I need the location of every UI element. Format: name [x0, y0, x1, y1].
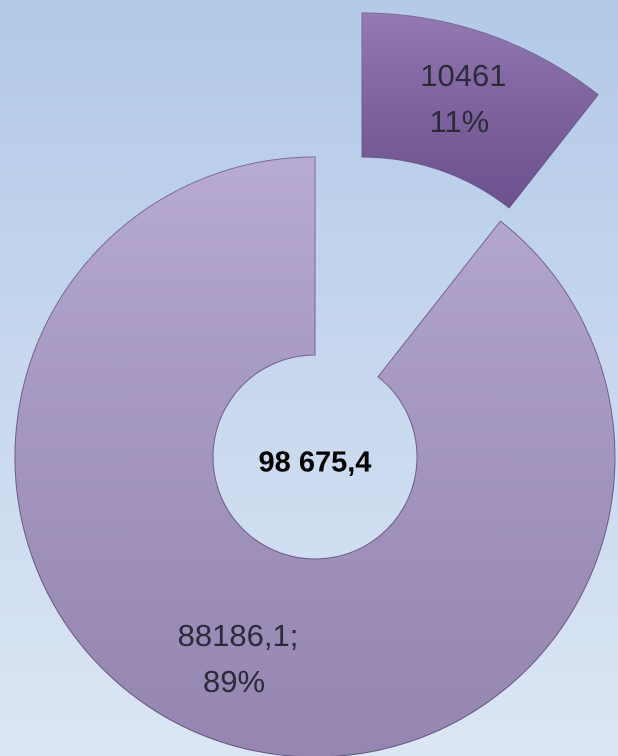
data-label: 10461	[420, 58, 506, 93]
percent-label: 11%	[430, 104, 490, 139]
slices: 10461 11% 88186,1; 89%	[14, 12, 616, 756]
center-label: 98 675,4	[259, 447, 372, 479]
slice-shade	[15, 157, 615, 756]
slice-shade	[362, 13, 599, 208]
percent-label: 89%	[203, 664, 265, 699]
data-label: 88186,1;	[178, 618, 299, 653]
